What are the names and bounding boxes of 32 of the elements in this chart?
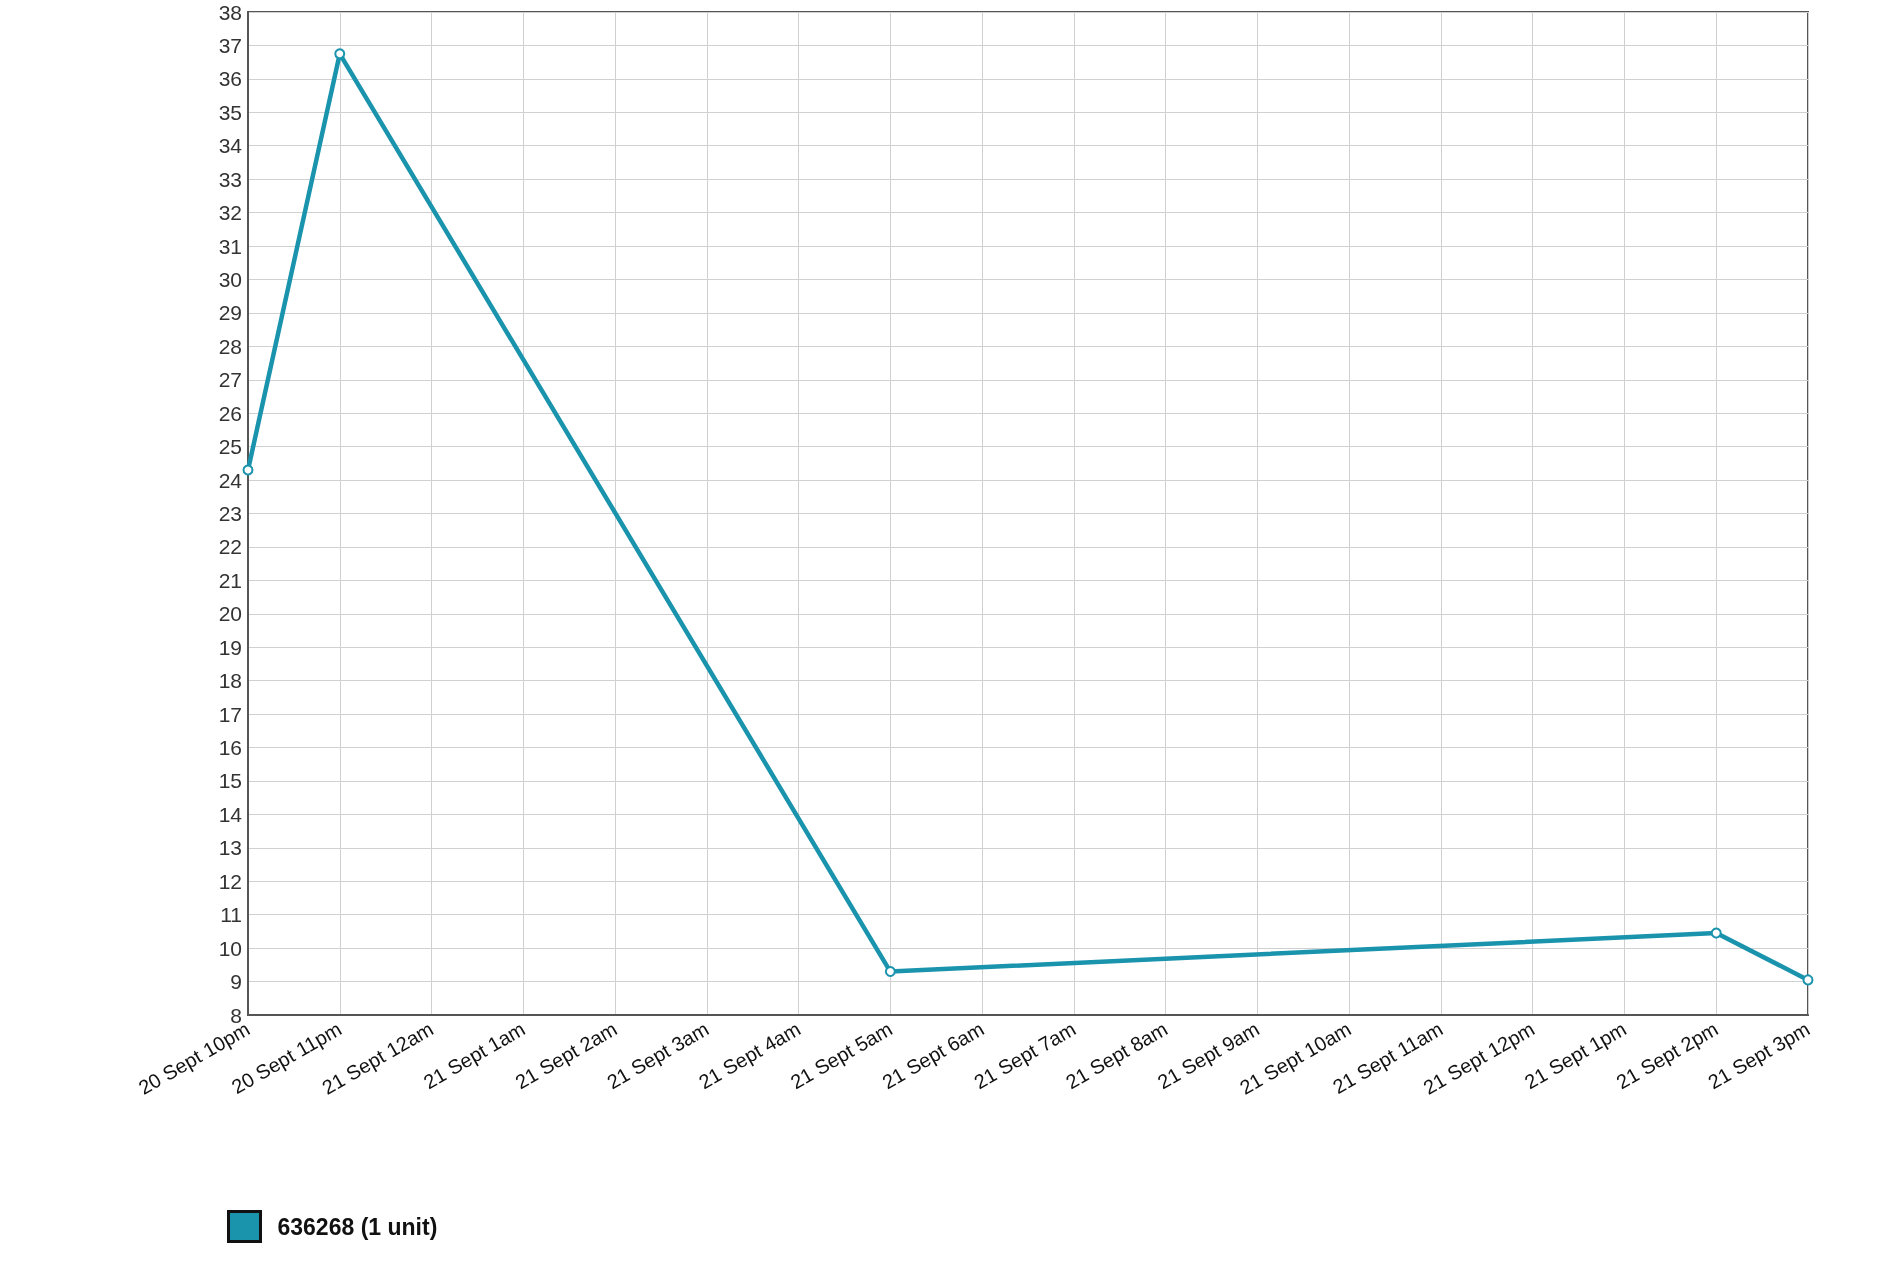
y-tick-label: 19 [218,635,242,659]
y-tick-label: 31 [218,234,242,258]
y-tick-label: 21 [218,568,242,592]
y-tick-label: 12 [218,869,242,893]
y-tick-label: 18 [218,669,242,693]
y-tick-label: 8 [230,1003,242,1027]
y-tick-label: 32 [218,201,242,225]
y-tick-label: 15 [218,769,242,793]
y-tick-label: 23 [218,502,242,525]
y-tick-label: 16 [218,736,242,760]
y-tick-label: 37 [218,33,242,57]
y-tick-label: 34 [218,134,243,158]
y-tick-label: 11 [220,903,242,927]
y-tick-label: 26 [218,401,242,425]
y-tick-label: 35 [218,100,242,124]
y-tick-label: 10 [218,936,242,960]
y-tick-label: 38 [218,0,242,24]
y-tick-label: 14 [218,802,243,826]
y-tick-label: 22 [218,535,242,559]
y-tick-label: 30 [218,267,242,291]
y-tick-label: 28 [218,334,242,358]
y-tick-label: 29 [218,301,242,325]
y-tick-label: 24 [218,468,243,492]
y-tick-label: 17 [218,702,242,726]
y-tick-label: 20 [218,602,242,626]
y-tick-label: 9 [230,970,242,994]
legend-label: 636268 (1 unit) [277,1213,438,1240]
y-tick-label: 27 [218,368,242,392]
y-tick-label: 13 [218,836,242,860]
y-tick-label: 33 [218,167,242,191]
y-tick-label: 36 [218,67,242,91]
y-tick-label: 25 [218,435,242,459]
